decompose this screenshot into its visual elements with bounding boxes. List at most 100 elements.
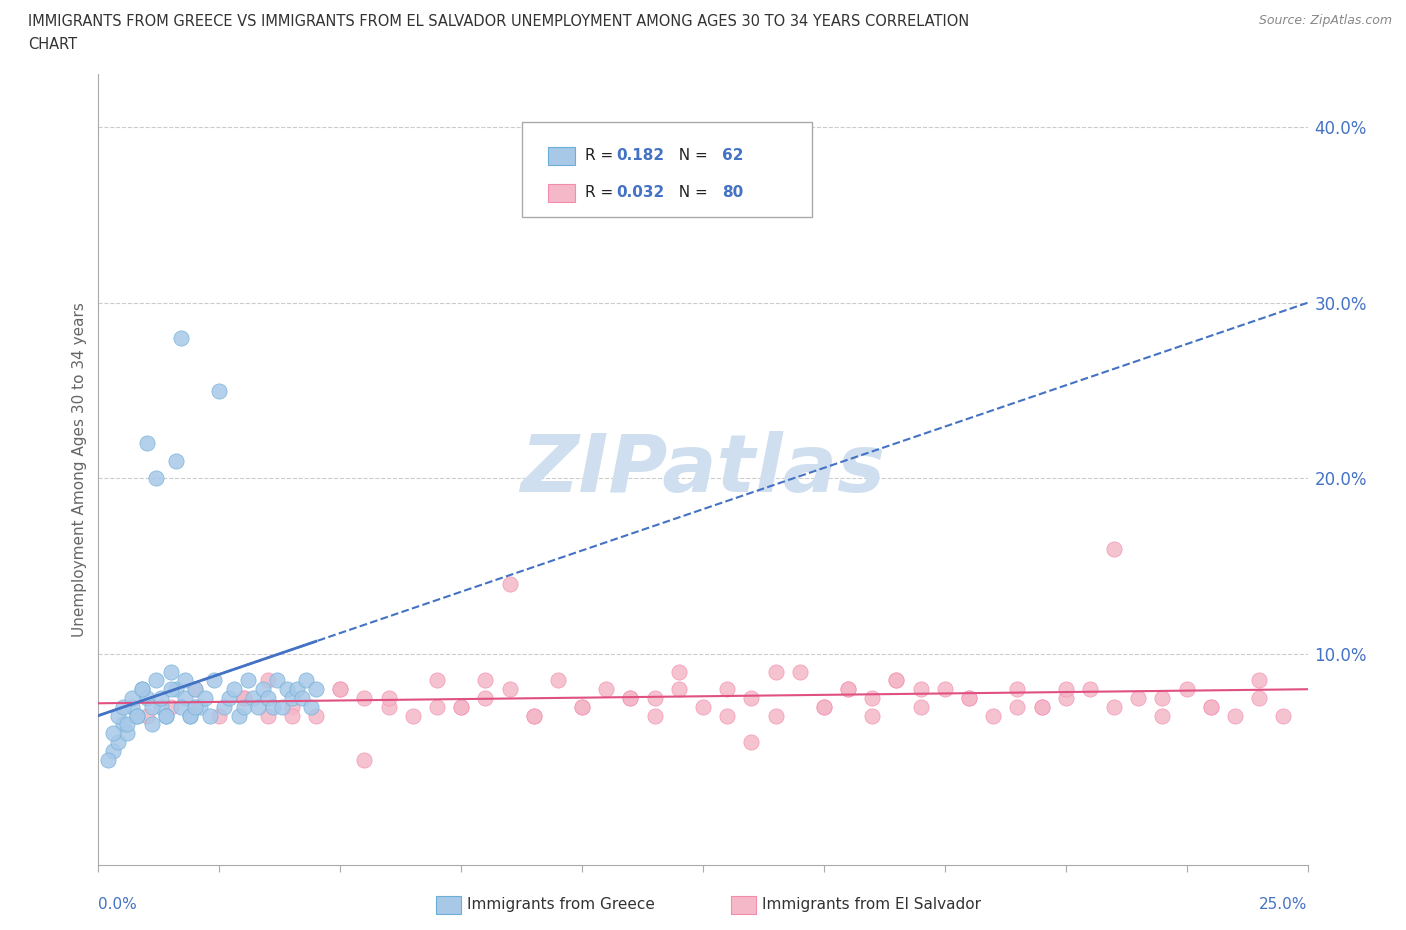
Point (299, 699, 322, 714)
Point (281, 691, 304, 706)
Point (145, 673, 167, 688)
Point (101, 725, 124, 740)
Point (474, 691, 496, 706)
Point (426, 673, 449, 688)
Point (595, 682, 617, 697)
Point (1031, 699, 1053, 714)
Point (184, 682, 207, 697)
Point (212, 699, 235, 714)
Point (256, 673, 278, 688)
Point (160, 664, 183, 679)
Y-axis label: Unemployment Among Ages 30 to 34 years: Unemployment Among Ages 30 to 34 years (72, 302, 87, 637)
Point (242, 691, 264, 706)
Point (131, 682, 153, 697)
Point (232, 691, 254, 706)
Point (498, 682, 520, 697)
Point (121, 691, 143, 706)
Point (813, 699, 835, 714)
Point (716, 682, 738, 697)
Text: N =: N = (669, 185, 713, 201)
Point (837, 682, 859, 697)
Point (145, 471, 167, 485)
Point (765, 708, 787, 723)
Text: R =: R = (585, 185, 617, 201)
Point (1272, 708, 1295, 723)
Point (1199, 699, 1222, 714)
Point (150, 691, 173, 706)
Point (121, 699, 143, 714)
Point (281, 708, 304, 723)
Point (716, 708, 738, 723)
Point (692, 699, 714, 714)
Point (377, 699, 399, 714)
Bar (548, 184, 575, 202)
Point (981, 708, 1004, 723)
Text: Immigrants from Greece: Immigrants from Greece (467, 897, 655, 912)
Point (1054, 682, 1077, 697)
Text: 0.182: 0.182 (616, 148, 664, 164)
Point (934, 682, 956, 697)
Point (222, 682, 245, 697)
Point (1128, 691, 1150, 706)
Point (232, 691, 254, 706)
Point (474, 673, 496, 688)
Point (256, 708, 278, 723)
Point (860, 708, 883, 723)
Point (668, 664, 690, 679)
Point (1007, 682, 1029, 697)
Point (271, 699, 294, 714)
Point (141, 699, 163, 714)
Point (179, 708, 201, 723)
Point (523, 708, 546, 723)
Text: R =: R = (585, 148, 617, 164)
Point (174, 691, 197, 706)
Point (1054, 691, 1077, 706)
Point (252, 682, 274, 697)
Text: N =: N = (669, 148, 713, 164)
Text: ZIPatlas: ZIPatlas (520, 431, 886, 509)
Point (957, 691, 980, 706)
Point (1175, 682, 1198, 697)
Point (127, 708, 149, 723)
Text: 80: 80 (723, 185, 744, 201)
Point (1102, 541, 1125, 556)
Point (837, 682, 859, 697)
Point (860, 691, 883, 706)
Point (285, 682, 308, 697)
Point (135, 691, 157, 706)
Point (740, 735, 762, 750)
FancyBboxPatch shape (522, 122, 811, 217)
Point (619, 691, 641, 706)
Point (184, 699, 207, 714)
Point (208, 383, 231, 398)
Point (910, 699, 932, 714)
Text: CHART: CHART (28, 37, 77, 52)
Point (668, 682, 690, 697)
Point (194, 691, 217, 706)
Point (765, 664, 787, 679)
Point (329, 682, 352, 697)
Point (305, 682, 328, 697)
Point (295, 673, 318, 688)
Point (228, 708, 250, 723)
Text: Immigrants from El Salvador: Immigrants from El Salvador (762, 897, 981, 912)
Point (165, 454, 187, 469)
Point (644, 708, 666, 723)
Point (571, 699, 593, 714)
Point (169, 699, 191, 714)
Point (1152, 691, 1174, 706)
Point (160, 682, 183, 697)
Point (789, 664, 811, 679)
Point (305, 708, 328, 723)
Point (184, 699, 207, 714)
Point (141, 717, 163, 732)
Point (813, 699, 835, 714)
Point (547, 673, 569, 688)
Point (1249, 673, 1271, 688)
Point (329, 682, 352, 697)
Point (184, 682, 207, 697)
Point (571, 699, 593, 714)
Point (97, 752, 120, 767)
Text: 62: 62 (723, 148, 744, 164)
Point (1102, 699, 1125, 714)
